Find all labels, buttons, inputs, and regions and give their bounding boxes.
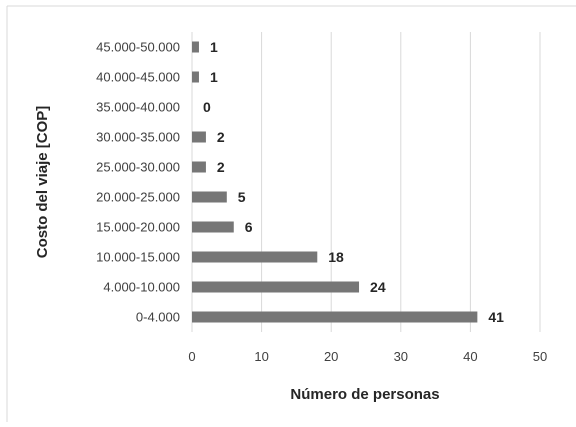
bar [192,41,199,53]
category-label: 30.000-35.000 [96,130,180,145]
x-tick-label: 30 [394,349,408,364]
category-label: 15.000-20.000 [96,220,180,235]
bar [192,281,360,293]
x-tick-label: 0 [188,349,195,364]
data-label: 2 [217,159,225,175]
bars [192,41,478,323]
data-label: 6 [245,219,253,235]
category-label: 0-4.000 [136,310,180,325]
category-label: 10.000-15.000 [96,250,180,265]
data-label: 0 [203,99,211,115]
category-labels: 0-4.000 4.000-10.000 10.000-15.000 15.000-2… [96,40,180,325]
category-label: 45.000-50.000 [96,40,180,55]
bar [192,161,206,173]
data-label: 1 [210,39,218,55]
x-tick-label: 10 [254,349,268,364]
x-tick-label: 40 [463,349,477,364]
x-tick-labels: 0 10 20 30 40 50 [188,349,547,364]
x-axis-title: Número de personas [290,386,439,403]
data-label: 1 [210,69,218,85]
y-axis-title: Costo del viaje [COP] [34,106,51,259]
gridlines [191,32,541,332]
category-label: 25.000-30.000 [96,160,180,175]
bar [192,311,478,323]
bar [192,221,234,233]
bar [192,251,318,263]
bar [192,131,206,143]
data-label: 18 [328,249,344,265]
x-tick-label: 20 [324,349,338,364]
bar [192,71,199,83]
x-tick-label: 50 [533,349,547,364]
category-label: 35.000-40.000 [96,100,180,115]
data-label: 41 [488,309,504,325]
category-label: 40.000-45.000 [96,70,180,85]
data-label: 5 [238,189,246,205]
category-label: 20.000-25.000 [96,190,180,205]
data-label: 2 [217,129,225,145]
category-label: 4.000-10.000 [103,280,180,295]
bar [192,191,227,203]
data-label: 24 [370,279,386,295]
